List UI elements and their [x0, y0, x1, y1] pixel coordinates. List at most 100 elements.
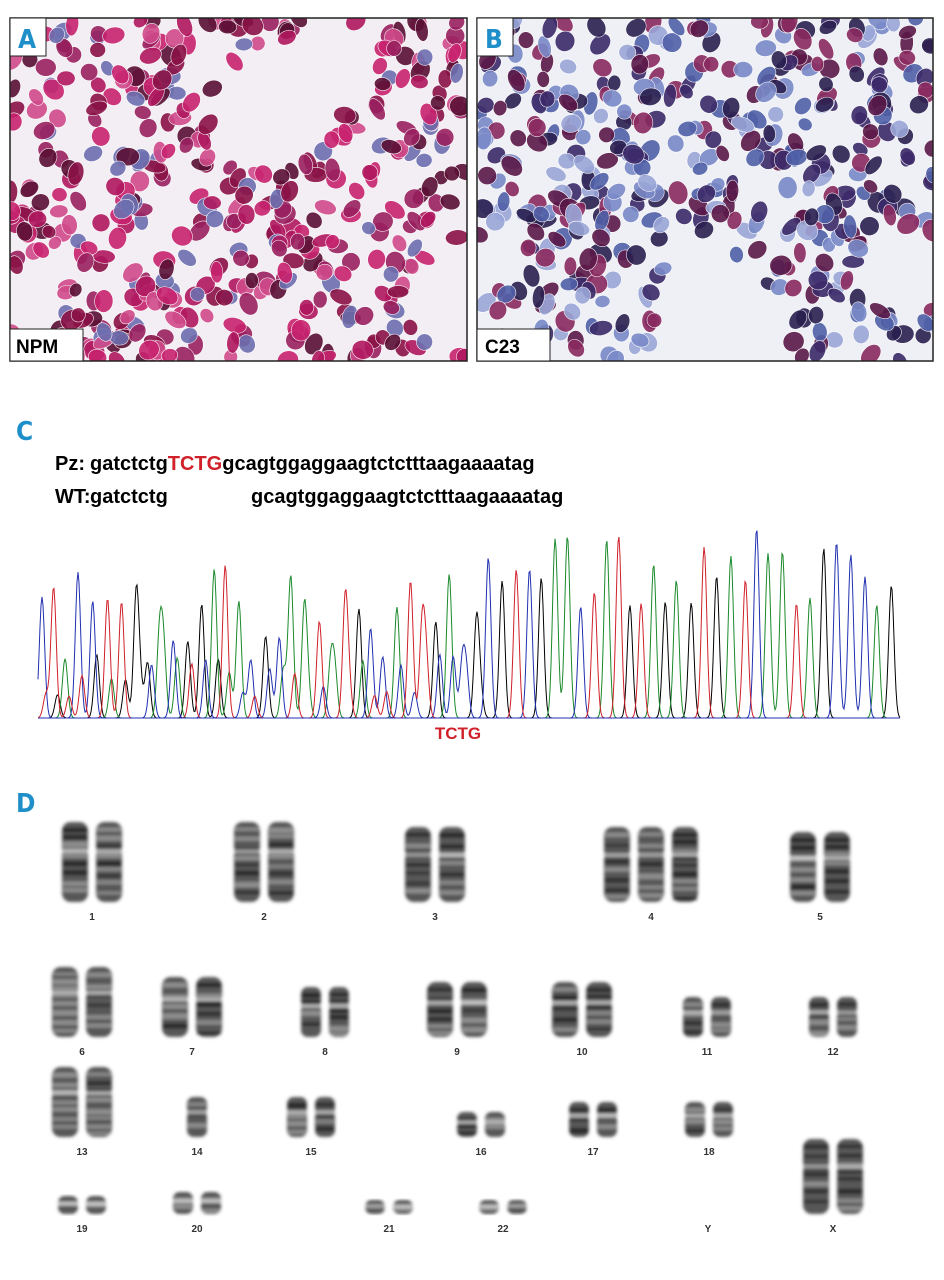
chromatid	[268, 822, 294, 902]
band	[87, 1109, 111, 1115]
chromosome	[682, 997, 704, 1037]
cell	[403, 188, 425, 209]
cell	[380, 139, 402, 155]
cell	[731, 116, 755, 133]
cell	[312, 290, 328, 309]
band	[686, 1119, 704, 1124]
band	[53, 1083, 77, 1088]
centromere	[85, 991, 113, 995]
chromosome-label: 21	[383, 1224, 395, 1235]
centromere	[712, 1114, 734, 1118]
chromosome	[404, 827, 432, 902]
cell	[19, 180, 39, 198]
cell	[769, 254, 793, 276]
centromere	[478, 1204, 500, 1208]
cell	[421, 176, 439, 198]
band	[87, 1015, 111, 1019]
cell	[244, 272, 259, 290]
chromosome	[712, 1102, 734, 1137]
cell	[755, 81, 777, 103]
cell	[372, 57, 388, 75]
cell	[559, 58, 577, 75]
cell	[852, 324, 870, 344]
cell	[16, 221, 34, 242]
cell	[182, 92, 201, 113]
cell	[896, 213, 920, 235]
centromere	[314, 1111, 336, 1114]
centromere	[200, 1199, 222, 1203]
cell	[102, 26, 126, 45]
band	[712, 1022, 730, 1027]
cell	[563, 256, 578, 276]
cell	[696, 184, 716, 204]
cell	[622, 205, 640, 223]
centromere	[596, 1114, 618, 1118]
band	[406, 872, 430, 875]
cell	[890, 119, 909, 138]
band	[302, 1000, 320, 1004]
band	[639, 893, 663, 898]
band	[673, 879, 697, 883]
band	[686, 1129, 704, 1132]
cell	[609, 139, 628, 155]
band	[428, 1017, 452, 1022]
cell	[804, 207, 820, 227]
band	[684, 1030, 702, 1034]
micrograph-a	[10, 18, 467, 361]
cell	[134, 105, 152, 120]
chromosome	[233, 822, 261, 902]
cell	[329, 288, 353, 306]
chromosome-label: 19	[76, 1224, 88, 1235]
cell	[554, 30, 576, 52]
band	[87, 1023, 111, 1028]
cell	[406, 211, 426, 232]
cell	[618, 43, 637, 61]
band	[673, 863, 697, 867]
cell	[111, 64, 130, 85]
chromosome	[438, 827, 466, 902]
cell	[594, 295, 611, 308]
panel-label: D	[16, 789, 35, 819]
chromosome	[392, 1200, 414, 1214]
cell	[41, 225, 57, 239]
band	[63, 881, 87, 886]
band	[269, 842, 293, 847]
cell	[161, 348, 179, 361]
cell	[710, 204, 730, 224]
band	[639, 885, 663, 889]
centromere	[551, 1001, 579, 1005]
chromosome	[506, 1200, 528, 1214]
cell	[234, 37, 253, 52]
cell	[921, 219, 933, 243]
cell	[105, 177, 126, 196]
cell	[602, 89, 623, 108]
chromosome	[684, 1102, 706, 1137]
cell	[113, 198, 135, 220]
cell	[477, 97, 495, 114]
centromere	[161, 998, 189, 1001]
cell	[867, 94, 888, 117]
band	[587, 994, 611, 999]
cell	[311, 350, 325, 361]
cell	[199, 308, 215, 324]
band	[53, 1001, 77, 1006]
cell	[56, 70, 76, 87]
band	[330, 1008, 348, 1013]
cell	[793, 242, 807, 264]
centromere	[286, 1111, 308, 1114]
chromosome	[568, 1102, 590, 1137]
cell	[324, 157, 341, 182]
band	[440, 872, 464, 877]
cell	[67, 161, 85, 186]
cell	[337, 123, 354, 144]
cell	[630, 54, 649, 75]
cell	[646, 312, 663, 328]
cell	[179, 137, 194, 154]
band	[53, 1117, 77, 1121]
band	[63, 888, 87, 892]
cell	[667, 134, 685, 153]
band	[570, 1108, 588, 1112]
band	[825, 879, 849, 884]
chromosome-label: 1	[89, 912, 95, 923]
band	[174, 1204, 192, 1209]
